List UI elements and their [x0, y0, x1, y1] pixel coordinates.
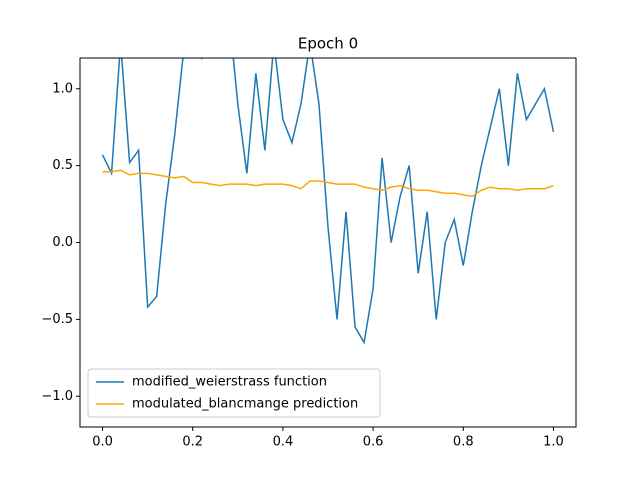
- x-tick-label: 0.4: [273, 435, 294, 450]
- legend-box: [87, 368, 381, 418]
- y-tick-label: 1.0: [52, 81, 73, 96]
- x-tick-label: 0.8: [453, 435, 474, 450]
- y-tick-label: −0.5: [41, 312, 73, 327]
- x-tick-label: 0.0: [92, 435, 113, 450]
- y-tick-label: −1.0: [41, 389, 73, 404]
- y-tick-label: 0.0: [52, 235, 73, 250]
- x-tick-label: 1.0: [543, 435, 564, 450]
- x-tick-label: 0.6: [363, 435, 384, 450]
- x-tick-label: 0.2: [182, 435, 203, 450]
- plot-area: [101, 58, 555, 345]
- legend-label: modified_weierstrass function: [132, 375, 327, 390]
- legend-label: modulated_blancmange prediction: [132, 397, 358, 412]
- data-line: [101, 58, 555, 345]
- chart-title: Epoch 0: [298, 35, 358, 53]
- data-line: [102, 169, 554, 198]
- y-tick-label: 0.5: [52, 158, 73, 173]
